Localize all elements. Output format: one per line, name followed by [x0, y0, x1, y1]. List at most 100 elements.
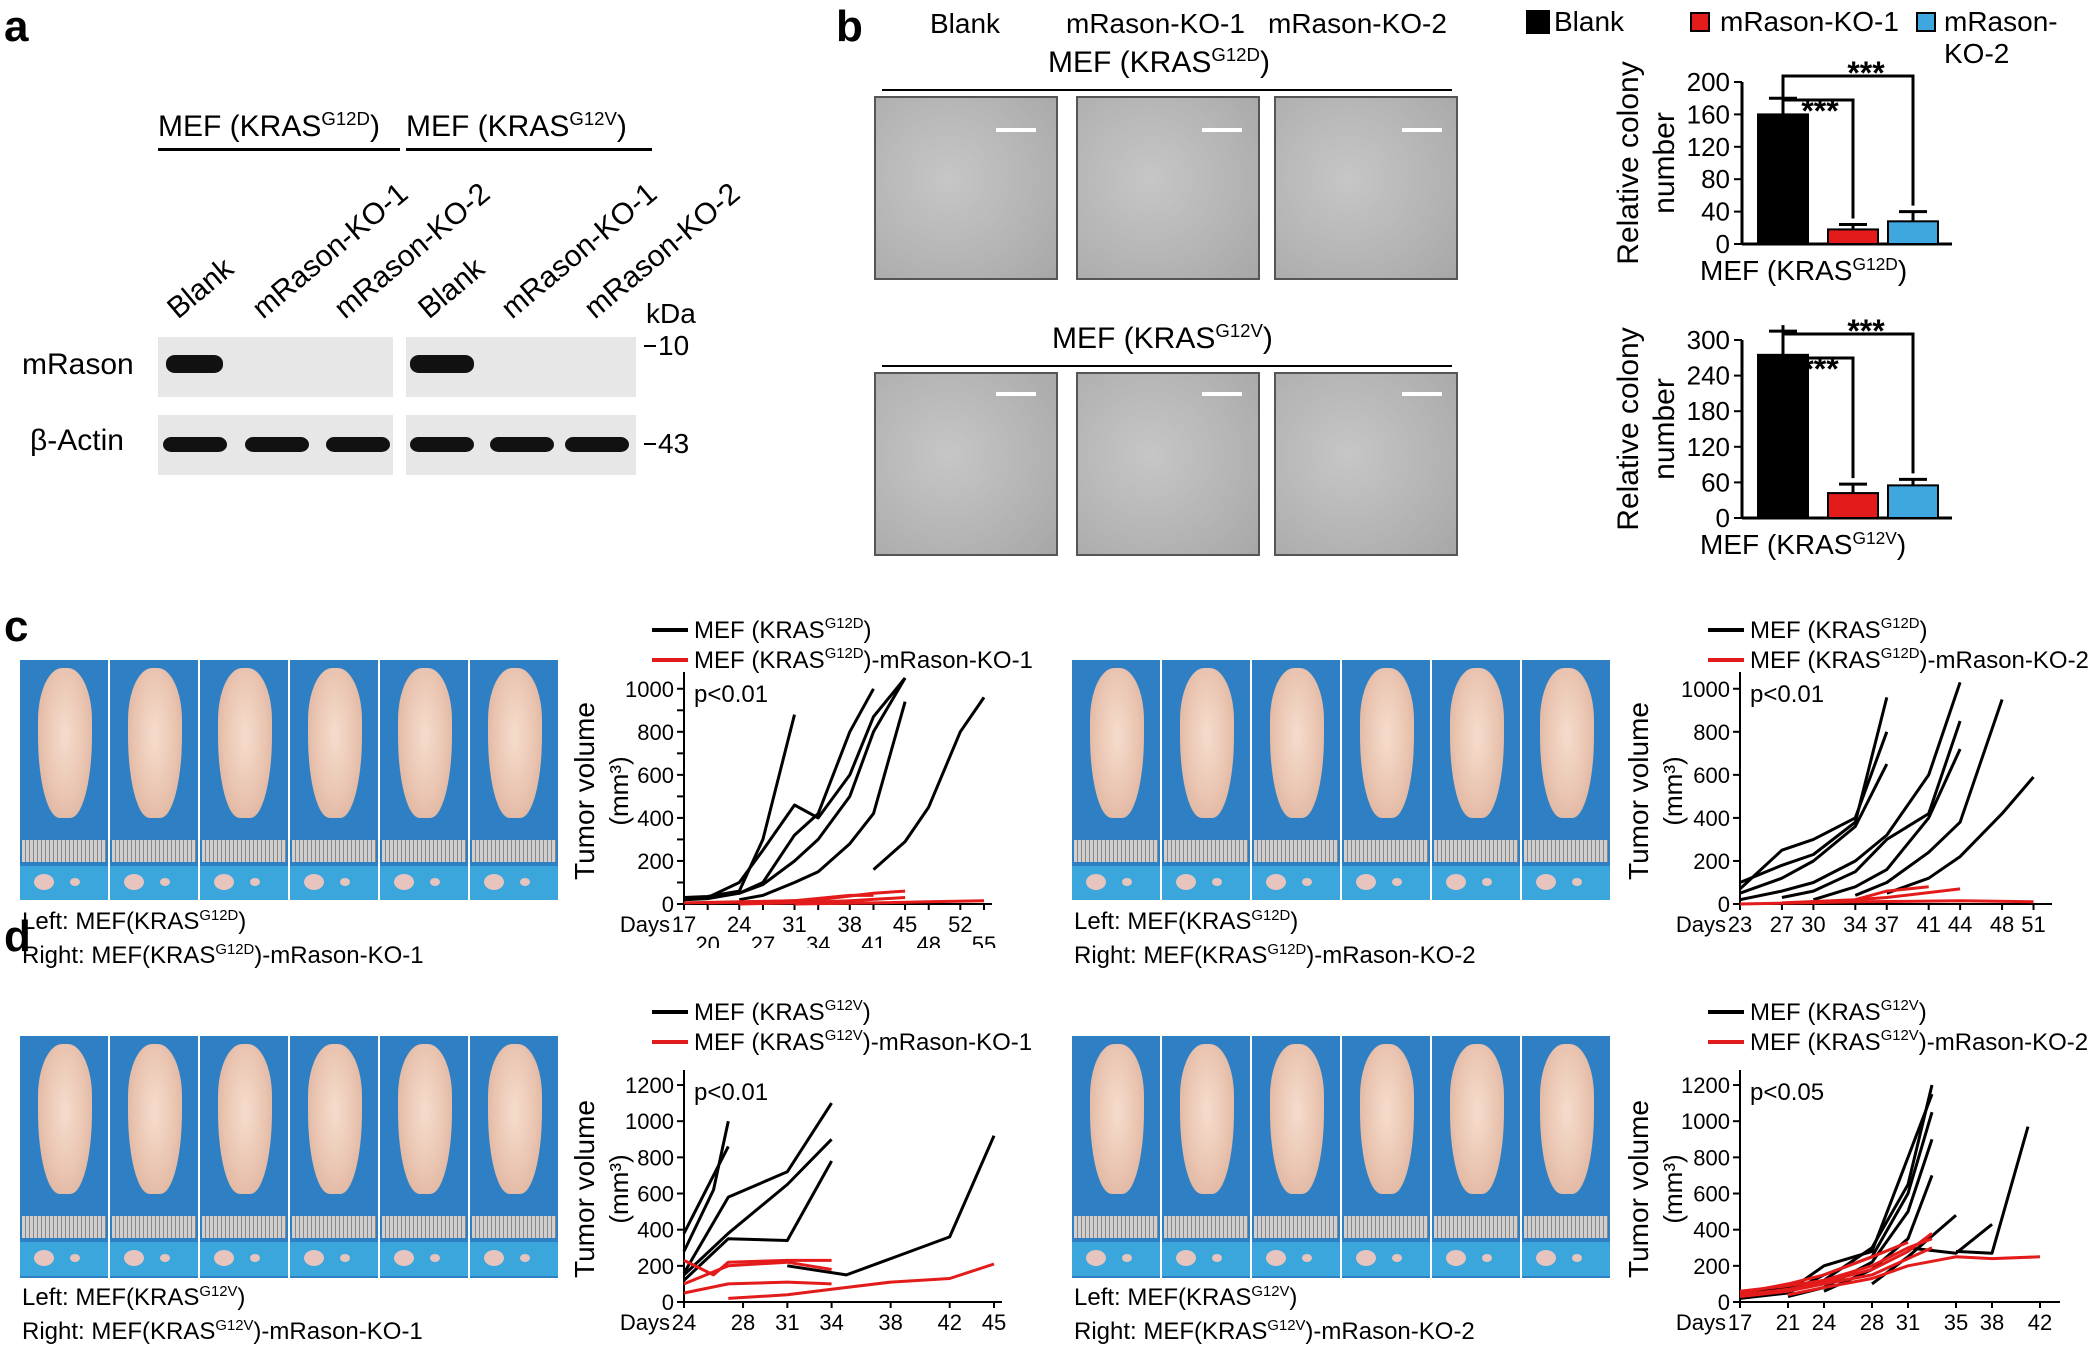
- tumor-tray: [1432, 1242, 1520, 1276]
- p-value: p<0.01: [694, 681, 768, 708]
- y-tick-label: 0: [662, 1290, 674, 1315]
- colony-image: [874, 96, 1058, 280]
- tumor-tray: [20, 1242, 108, 1276]
- series-line: [728, 1262, 995, 1300]
- tumor: [1176, 874, 1196, 890]
- y-tick-label: 200: [1687, 67, 1730, 97]
- tumor-chart-d-left: MEF (KRASG12V)MEF (KRASG12V)-mRason-KO-1…: [569, 1000, 1032, 1335]
- y-tick-label: 0: [1718, 1290, 1730, 1315]
- x-tick-label: 27: [1770, 912, 1794, 937]
- significance-stars: ***: [1847, 313, 1885, 349]
- legend-label: MEF (KRASG12V): [1750, 1000, 1927, 1026]
- y-tick-label: 0: [1718, 892, 1730, 917]
- x-tick-label: 34: [806, 932, 830, 948]
- mouse-body: [488, 668, 542, 818]
- x-tick-label: 17: [672, 912, 696, 937]
- mouse-body: [1360, 668, 1414, 818]
- tumor: [394, 874, 414, 890]
- colony-image: [874, 372, 1058, 556]
- y-tick-label: 600: [1693, 763, 1730, 788]
- x-tick-label: 24: [1812, 1310, 1836, 1335]
- series-line: [872, 696, 986, 871]
- bar: [1887, 484, 1939, 520]
- mouse-photo-strip-c-right: [1072, 660, 1612, 900]
- x-tick-label: 38: [838, 912, 862, 937]
- y-tick-label: 400: [637, 806, 674, 831]
- mouse-photo-strip-d-left: [20, 1036, 560, 1278]
- tumor: [124, 874, 144, 890]
- band: [410, 355, 474, 373]
- ruler: [1434, 1216, 1518, 1238]
- y-tick-label: 600: [1693, 1182, 1730, 1207]
- tumor: [519, 1254, 530, 1262]
- mouse-body: [128, 1044, 182, 1194]
- x-tick-label: 35: [1944, 1310, 1968, 1335]
- legend-swatch-ko1: [1690, 12, 1710, 32]
- mouse-photo-strip-d-right: [1072, 1036, 1612, 1278]
- x-tick-label: 38: [1980, 1310, 2004, 1335]
- tumor: [339, 1254, 350, 1262]
- mouse-body: [488, 1044, 542, 1194]
- y-axis-label: number: [1648, 112, 1681, 214]
- legend-label: mRason-KO-1: [1720, 6, 1899, 37]
- y-tick-label: 300: [1687, 325, 1730, 355]
- series-line: [682, 1160, 833, 1282]
- tumor: [1266, 874, 1286, 890]
- y-tick-label: 0: [1716, 503, 1730, 533]
- x-tick-label: 41: [1916, 912, 1940, 937]
- tumor-tray: [290, 866, 378, 900]
- panel-d-label: d: [4, 912, 31, 961]
- tumor: [159, 878, 170, 886]
- tumor: [304, 874, 324, 890]
- panel-c-label: c: [4, 602, 29, 651]
- mouse-photo: [200, 660, 290, 900]
- tumor: [1446, 1250, 1466, 1266]
- photo-caption-left: Left: MEF(KRASG12D): [1074, 908, 1299, 935]
- tumor-tray: [1522, 866, 1610, 900]
- series-line: [1738, 731, 1889, 891]
- mouse-body: [1090, 668, 1144, 818]
- mouse-photo: [290, 1036, 380, 1278]
- x-axis-label: Days: [620, 1310, 670, 1335]
- photo-caption-left: Left: MEF(KRASG12V): [1074, 1284, 1298, 1311]
- x-axis-label: MEF (KRASG12V): [1700, 528, 1906, 560]
- y-tick-label: 0: [662, 892, 674, 917]
- ruler: [1524, 1216, 1608, 1238]
- y-tick-label: 1000: [1681, 1109, 1730, 1134]
- ruler: [1524, 840, 1608, 862]
- tumor: [1211, 878, 1222, 886]
- colony-col-label: mRason-KO-1: [1066, 8, 1245, 39]
- y-tick-label: 800: [637, 1145, 674, 1170]
- mouse-photo: [1252, 1036, 1342, 1278]
- mouse-body: [1270, 1044, 1324, 1194]
- legend-label: MEF (KRASG12D): [694, 618, 872, 644]
- blot-group1-title: MEF (KRASG12D): [158, 108, 380, 143]
- tumor: [339, 878, 350, 886]
- tumor-tray: [1162, 1242, 1250, 1276]
- x-tick-label: 31: [782, 912, 806, 937]
- tumor: [394, 1250, 414, 1266]
- kda-label: kDa: [646, 298, 696, 329]
- tumor-tray: [1072, 1242, 1160, 1276]
- blot-group1-rule: [158, 148, 400, 151]
- tumor: [1086, 1250, 1106, 1266]
- tumor: [1481, 878, 1492, 886]
- colony-col-label: mRason-KO-2: [1268, 8, 1447, 39]
- photo-caption-left: Left: MEF(KRASG12D): [22, 908, 247, 935]
- mouse-body: [1450, 1044, 1504, 1194]
- mouse-photo: [470, 660, 560, 900]
- photo-caption-right: Right: MEF(KRASG12D)-mRason-KO-1: [22, 942, 424, 969]
- mouse-photo: [1522, 660, 1612, 900]
- significance-stars: ***: [1801, 351, 1839, 387]
- legend-label: MEF (KRASG12V)-mRason-KO-2: [1750, 1028, 2088, 1056]
- tumor: [34, 874, 54, 890]
- bar-chart-b-bottom: 0 60 120 180 240 300 ****** Relative colony numb…: [1612, 313, 1952, 560]
- y-tick-label: 400: [637, 1218, 674, 1243]
- tumor: [1121, 1254, 1132, 1262]
- bar: [1757, 113, 1809, 246]
- mouse-body: [38, 1044, 92, 1194]
- band: [565, 437, 629, 452]
- band: [163, 437, 227, 452]
- band: [166, 355, 223, 373]
- tumor: [1266, 1250, 1286, 1266]
